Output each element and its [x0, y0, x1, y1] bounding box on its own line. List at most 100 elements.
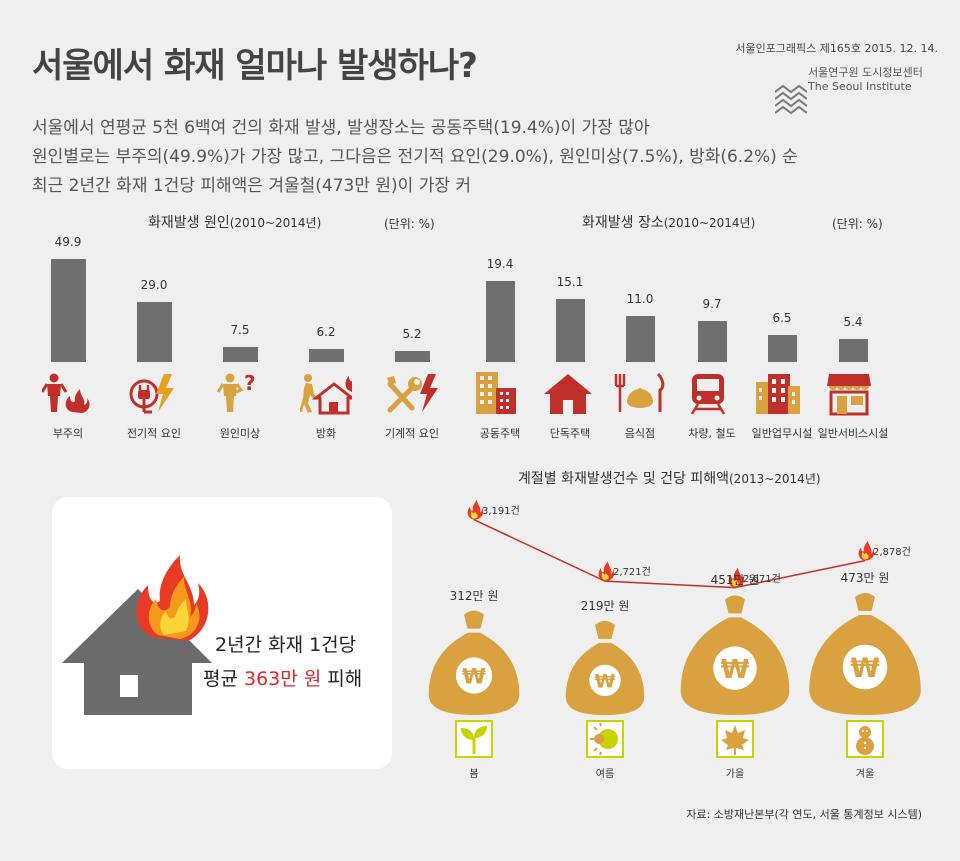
- sun-icon: [588, 722, 622, 760]
- place-value-label: 6.5: [772, 310, 792, 325]
- count-point-flame-icon: [467, 499, 484, 520]
- count-series-line: [473, 519, 866, 589]
- place-category-label: 단독주택: [549, 427, 591, 440]
- place-chart-title-text: 화재발생 장소: [582, 215, 664, 231]
- place-category-label: 공동주택: [479, 427, 521, 440]
- season-chart-title-text: 계절별 화재발생건수 및 건당 피해액: [518, 471, 729, 487]
- dining-icon: [614, 372, 666, 420]
- place-category-label: 일반업무시설: [751, 427, 813, 440]
- summary-line-2: 원인별로는 부주의(49.9%)가 가장 많고, 그다음은 전기적 요인(29.…: [32, 147, 798, 167]
- damage-bag-icon: ₩: [809, 592, 921, 715]
- damage-bag-icon: ₩: [680, 595, 790, 715]
- damage-label: 451만 원: [710, 573, 760, 588]
- institute-name-kr: 서울연구원 도시정보센터: [808, 66, 923, 79]
- cause-bar: [308, 349, 344, 362]
- cause-chart-unit: (단위: %): [384, 217, 435, 231]
- burning-house-icon: [62, 555, 212, 715]
- count-label: 2,721건: [613, 567, 651, 579]
- cause-category-label: 방화: [315, 427, 337, 440]
- place-value-label: 15.1: [556, 274, 584, 289]
- cause-value-label: 6.2: [316, 325, 336, 340]
- person-question-icon: ?: [214, 371, 266, 420]
- plug-lightning-icon: [128, 372, 180, 420]
- card-line-2: 평균 363만 원 피해: [203, 664, 362, 691]
- card-line-2-post: 피해: [321, 668, 363, 690]
- cause-category-label: 원인미상: [219, 427, 261, 440]
- card-line-2-pre: 평균: [203, 668, 244, 690]
- place-bar: [485, 280, 515, 362]
- summary-line-3: 최근 2년간 화재 1건당 피해액은 겨울철(473만 원)이 가장 커: [32, 176, 472, 196]
- place-bar: [697, 321, 727, 362]
- place-chart-title: 화재발생 장소(2010~2014년): [582, 212, 755, 232]
- place-chart-unit: (단위: %): [832, 217, 883, 231]
- place-value-label: 5.4: [843, 315, 863, 330]
- season-label: 여름: [595, 769, 615, 780]
- place-category-label: 일반서비스시설: [817, 427, 889, 440]
- card-line-1: 2년간 화재 1건당: [215, 634, 357, 656]
- damage-label: 312만 원: [449, 588, 499, 603]
- cause-value-label: 29.0: [140, 278, 168, 293]
- summary-line-1: 서울에서 연평균 5천 6백여 건의 화재 발생, 발생장소는 공동주택(19.…: [32, 118, 650, 138]
- cause-chart-title: 화재발생 원인(2010~2014년): [148, 212, 321, 232]
- season-icon-box: [586, 720, 624, 758]
- season-label: 겨울: [855, 769, 875, 780]
- cause-bar: [222, 346, 258, 362]
- damage-bag-icon: ₩: [428, 610, 520, 715]
- cause-bar: [50, 259, 86, 362]
- place-value-label: 11.0: [626, 291, 654, 306]
- person-fire-icon: [40, 372, 94, 420]
- maple-leaf-icon: [718, 722, 752, 760]
- place-category-label: 음식점: [624, 427, 656, 440]
- place-value-label: 19.4: [486, 256, 514, 271]
- sprout-icon: [457, 722, 491, 760]
- shop-icon: [827, 372, 879, 420]
- page-title: 서울에서 화재 얼마나 발생하나?: [32, 46, 478, 86]
- season-label: 가을: [725, 769, 745, 780]
- svg-text:₩: ₩: [721, 655, 750, 685]
- season-icon-box: [455, 720, 493, 758]
- season-icon-box: [846, 720, 884, 758]
- svg-text:₩: ₩: [462, 665, 486, 690]
- cause-value-label: 5.2: [402, 327, 422, 342]
- season-label: 봄: [469, 769, 479, 780]
- place-value-label: 9.7: [702, 297, 722, 312]
- place-bar: [767, 334, 797, 362]
- cause-value-label: 7.5: [230, 322, 250, 337]
- damage-bag-icon: ₩: [565, 620, 645, 715]
- season-chart-period: (2013~2014년): [729, 472, 821, 486]
- season-chart-title: 계절별 화재발생건수 및 건당 피해액(2013~2014년): [518, 468, 821, 488]
- cause-category-label: 기계적 요인: [384, 427, 440, 440]
- place-chart-period: (2010~2014년): [663, 216, 756, 230]
- place-bar: [625, 315, 655, 362]
- cause-value-label: 49.9: [54, 235, 82, 250]
- cause-bar: [394, 351, 430, 362]
- svg-text:₩: ₩: [595, 671, 616, 692]
- count-label: 2,671건: [743, 573, 781, 585]
- count-label: 3,191건: [482, 505, 520, 517]
- place-bar: [838, 339, 868, 362]
- cause-category-label: 부주의: [52, 427, 84, 440]
- house-icon: [544, 372, 596, 420]
- apartment-icon: [474, 372, 526, 420]
- seoul-institute-logo-icon: [775, 84, 807, 115]
- place-category-label: 차량, 철도: [688, 427, 736, 440]
- damage-label: 473만 원: [840, 570, 890, 585]
- cause-chart-period: (2010~2014년): [229, 216, 322, 230]
- count-point-flame-icon: [598, 561, 615, 582]
- institute-name-en: The Seoul Institute: [808, 80, 912, 93]
- card-highlight-amount: 363만 원: [244, 668, 322, 690]
- count-point-flame-icon: [858, 540, 875, 561]
- count-point-flame-icon: [728, 567, 745, 588]
- place-bar: [555, 298, 585, 362]
- data-source: 자료: 소방재난본부(각 연도, 서울 통계정보 시스템): [686, 808, 922, 821]
- svg-text:₩: ₩: [850, 653, 880, 684]
- snowman-icon: [848, 722, 882, 760]
- season-icon-box: [716, 720, 754, 758]
- damage-label: 219만 원: [580, 598, 630, 613]
- count-label: 2,878건: [873, 546, 911, 558]
- cause-bar: [136, 302, 172, 362]
- cause-chart-title-text: 화재발생 원인: [148, 215, 230, 231]
- svg-text:?: ?: [244, 372, 256, 395]
- wrench-lightning-icon: [386, 372, 438, 420]
